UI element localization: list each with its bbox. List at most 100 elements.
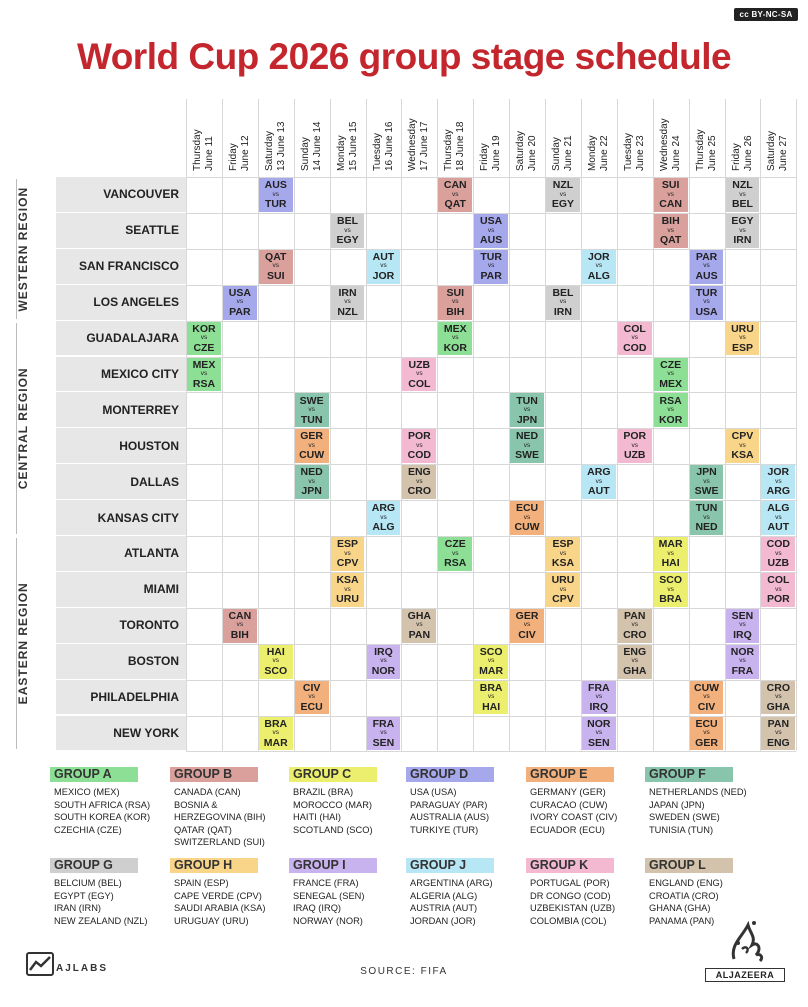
vs-label: vs (703, 298, 710, 306)
home-team-code: BIH (661, 215, 680, 228)
away-team-code: KSA (731, 449, 754, 462)
team-name: AUSTRALIA (AUS) (410, 812, 490, 822)
match-cell: CZE vs RSA (438, 537, 473, 571)
match-cell: KOR vs CZE (187, 321, 221, 356)
match-cell: BRA vs HAI (474, 680, 509, 715)
home-team-code: SCO (479, 645, 503, 658)
team-name: SAUDI ARABIA (KSA) (174, 903, 266, 913)
city-label: PHILADELPHIA (56, 679, 186, 716)
away-team-code: POR (766, 593, 790, 606)
away-team-code: IRQ (733, 628, 752, 641)
city-label: NEW YORK (56, 715, 186, 752)
home-team-code: NED (515, 430, 539, 443)
home-team-code: CPV (731, 430, 754, 443)
home-team-code: EGY (731, 215, 754, 228)
vs-label: vs (451, 298, 459, 306)
region-divider (16, 179, 17, 319)
group-team-list: USA (USA) PARAGUAY (PAR) AUSTRALIA (AUS) TU… (406, 786, 528, 836)
home-team-code: TUN (695, 502, 718, 515)
team-name: AUSTRIA (AUT) (410, 903, 478, 913)
away-team-code: CZE (193, 341, 215, 354)
vs-label: vs (631, 657, 638, 665)
away-team-code: AUT (588, 485, 610, 498)
away-team-code: AUS (695, 269, 718, 282)
home-team-code: MEX (443, 322, 467, 335)
grid-row-line (186, 500, 797, 502)
match-cell: CUW vs CIV (689, 680, 724, 715)
away-team-code: GHA (766, 700, 790, 713)
vs-label: vs (451, 334, 459, 342)
match-cell: MAR vs HAI (653, 537, 688, 571)
grid-column-line (545, 99, 546, 752)
away-team-code: NOR (371, 664, 396, 677)
team-name: CAPE VERDE (CPV) (174, 890, 262, 901)
date-header: Thursday June 11 (192, 129, 215, 171)
home-team-code: COL (767, 574, 790, 587)
home-team-code: CIV (302, 681, 321, 694)
team-name: TUNISIA (TUN) (649, 824, 714, 835)
home-team-code: CUW (694, 681, 720, 694)
team-name: UZBEKISTAN (UZB) (530, 903, 616, 913)
match-cell: FRA vs IRQ (581, 680, 616, 715)
match-cell: SCO vs BRA (653, 572, 688, 607)
match-cell: NOR vs FRA (725, 644, 760, 679)
date-header: Sunday June 21 (551, 135, 574, 171)
region-divider (16, 538, 17, 750)
grid-column-line (760, 99, 762, 752)
match-cell: NED vs JPN (294, 465, 329, 500)
grid-row-line (186, 679, 797, 681)
match-cell: ARG vs AUT (581, 465, 616, 500)
grid-column-line (580, 99, 582, 752)
away-team-code: AUS (480, 234, 503, 247)
away-team-code: UZB (623, 449, 646, 462)
match-cell: ESP vs KSA (546, 537, 580, 571)
team-name: CZECHIA (CZE) (54, 824, 122, 835)
vs-label: vs (308, 693, 315, 701)
home-team-code: CRO (766, 681, 790, 694)
vs-label: vs (667, 370, 674, 378)
away-team-code: ENG (766, 736, 790, 749)
home-team-code: SUI (446, 286, 464, 299)
home-team-code: ENG (407, 466, 431, 479)
team-name: USA (USA) (410, 787, 457, 797)
page-title: World Cup 2026 group stage schedule (76, 36, 732, 77)
away-team-code: GHA (623, 664, 647, 677)
match-cell: JOR vs ARG (761, 465, 796, 500)
aljazeera-wordmark: ALJAZEERA (705, 968, 785, 982)
away-team-code: CRO (407, 485, 431, 498)
city-label: SAN FRANCISCO (56, 248, 186, 285)
vs-label: vs (595, 262, 603, 270)
team-name: IRAQ (IRQ) (293, 903, 342, 913)
match-cell: ECU vs CUW (510, 501, 544, 535)
away-team-code: SEN (372, 736, 395, 749)
team-name: MOROCCO (MAR) (293, 799, 373, 810)
match-cell: USA vs PAR (222, 285, 257, 320)
away-team-code: KOR (443, 341, 467, 354)
group-team-list: ENGLAND (ENG) CROATIA (CRO) GHANA (GHA) PAN… (645, 877, 767, 927)
away-team-code: NZL (337, 305, 358, 318)
match-cell: SUI vs CAN (653, 178, 688, 212)
grid-column-line (186, 99, 187, 752)
vs-label: vs (667, 190, 674, 198)
grid-row-line (186, 751, 797, 753)
team-name: ALGERIA (ALG) (410, 890, 478, 901)
group-heading: GROUP B (170, 767, 292, 782)
grid-row-line (186, 536, 797, 537)
home-team-code: SWE (299, 394, 324, 407)
legend-group: GROUP B CANADA (CAN) BOSNIA & HERZEGOVINA (… (170, 767, 292, 849)
vs-label: vs (775, 513, 782, 521)
city-label: TORONTO (56, 607, 186, 644)
vs-label: vs (595, 729, 603, 737)
match-cell: ENG vs CRO (402, 465, 437, 500)
date-header: Friday June 19 (479, 135, 503, 171)
source-note: SOURCE: FIFA (360, 966, 448, 977)
team-name: IRAN (IRN) (54, 903, 101, 913)
home-team-code: NOR (730, 645, 755, 658)
grid-column-line (221, 99, 223, 752)
home-team-code: PAN (624, 609, 646, 622)
home-team-code: RSA (659, 394, 682, 407)
away-team-code: SWE (515, 449, 539, 462)
home-team-code: BRA (264, 717, 288, 730)
group-heading: GROUP H (170, 858, 292, 873)
away-team-code: CIV (518, 628, 536, 641)
